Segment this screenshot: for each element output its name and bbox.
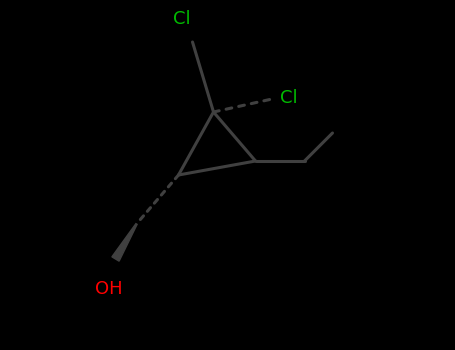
Text: Cl: Cl bbox=[173, 10, 191, 28]
Polygon shape bbox=[112, 224, 137, 261]
Text: OH: OH bbox=[95, 280, 122, 298]
Text: Cl: Cl bbox=[280, 89, 298, 107]
